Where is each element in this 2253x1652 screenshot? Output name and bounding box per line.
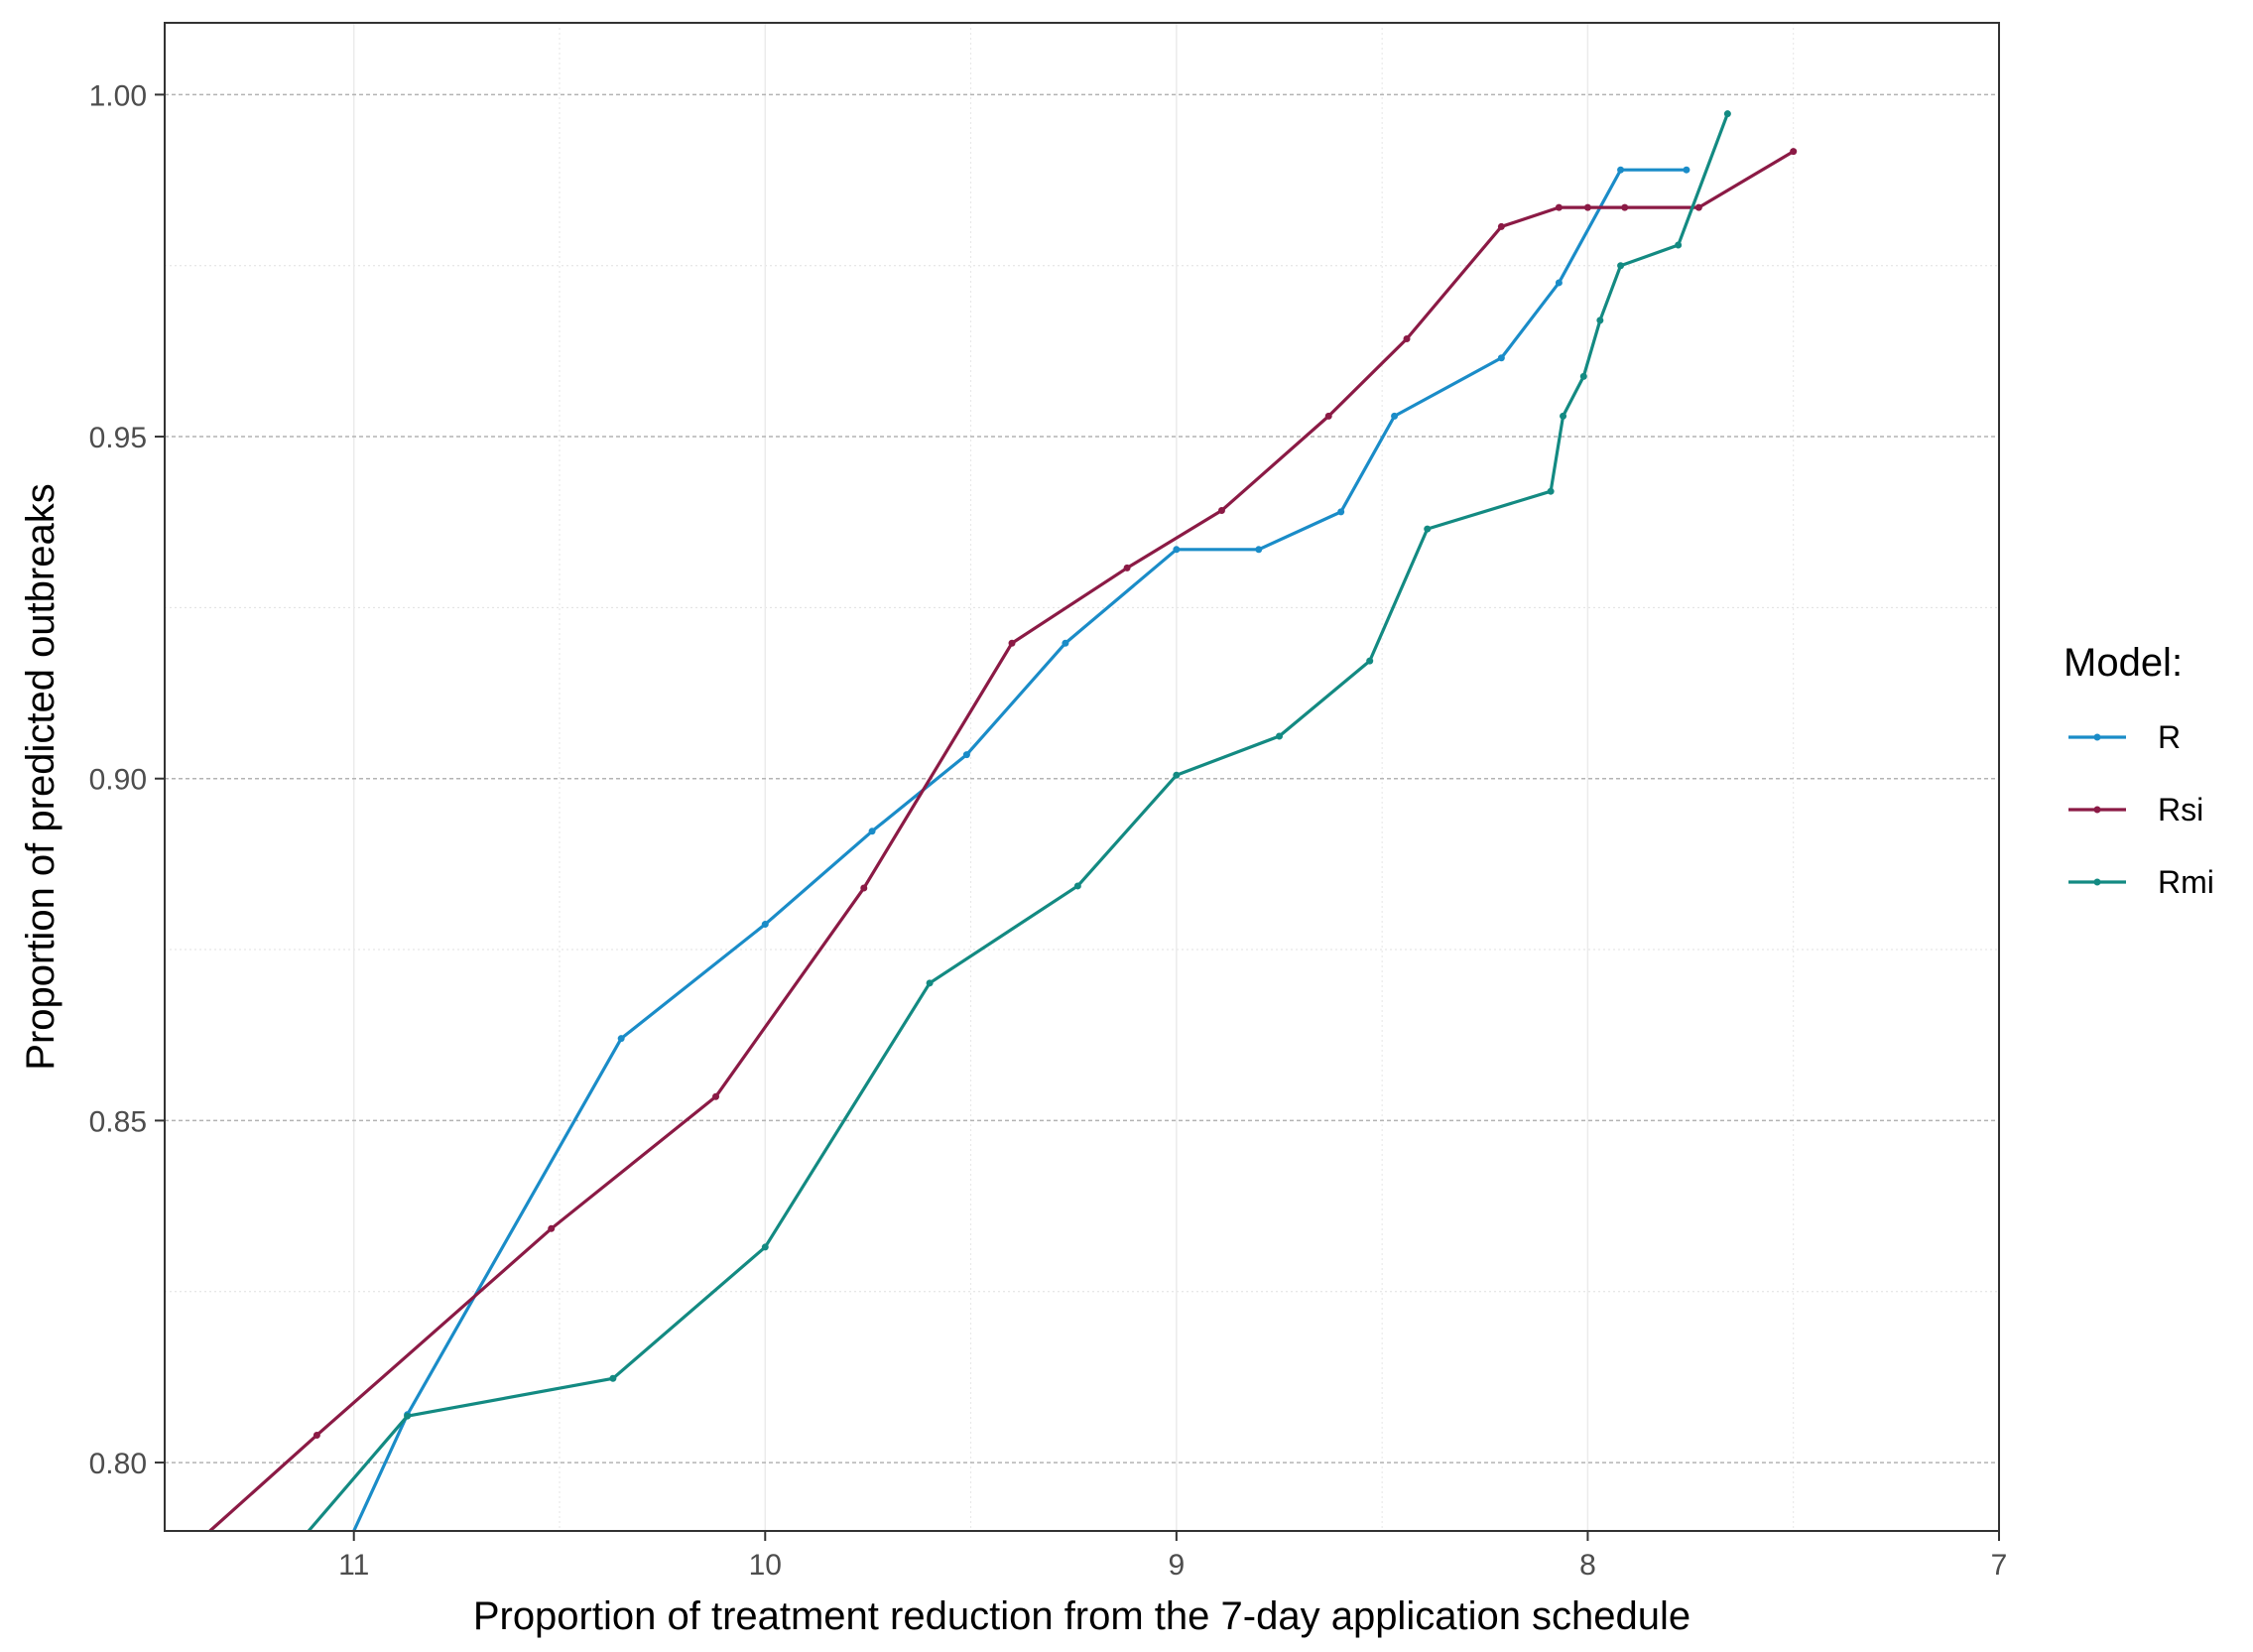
data-point bbox=[1579, 372, 1587, 380]
legend: Model: R Rsi Rmi bbox=[2064, 641, 2214, 900]
data-point bbox=[1617, 166, 1625, 174]
data-point bbox=[1275, 732, 1283, 740]
x-axis-tick-labels: 11 10 9 8 7 bbox=[338, 1549, 2007, 1582]
data-point bbox=[1617, 262, 1625, 270]
data-point bbox=[1403, 334, 1411, 342]
data-point bbox=[1497, 222, 1505, 230]
y-tick-label: 0.90 bbox=[89, 764, 147, 797]
data-point bbox=[712, 1092, 720, 1100]
series-r bbox=[352, 166, 1690, 1532]
data-point bbox=[1062, 639, 1069, 647]
data-point bbox=[1008, 639, 1016, 647]
legend-title: Model: bbox=[2064, 641, 2183, 685]
axis-ticks bbox=[155, 93, 2000, 1541]
x-tick-label: 9 bbox=[1169, 1549, 1186, 1582]
data-point bbox=[1675, 241, 1683, 249]
x-tick-label: 10 bbox=[749, 1549, 782, 1582]
data-point bbox=[1790, 148, 1798, 156]
data-point bbox=[860, 884, 868, 892]
grid-lines bbox=[165, 23, 2000, 1531]
data-point bbox=[1217, 507, 1225, 515]
y-tick-label: 0.95 bbox=[89, 422, 147, 454]
data-point bbox=[962, 751, 970, 759]
series-line-rsi bbox=[208, 150, 1795, 1533]
legend-label: Rsi bbox=[2158, 792, 2203, 827]
series-line-r bbox=[352, 168, 1687, 1532]
legend-label: Rmi bbox=[2158, 864, 2214, 900]
data-point bbox=[1123, 564, 1131, 572]
legend-label: R bbox=[2158, 719, 2181, 755]
data-point bbox=[926, 979, 934, 987]
y-tick-label: 1.00 bbox=[89, 79, 147, 112]
data-point bbox=[868, 827, 876, 835]
x-tick-label: 7 bbox=[1991, 1549, 2008, 1582]
data-point bbox=[1723, 110, 1731, 118]
data-point bbox=[761, 921, 769, 929]
data-point bbox=[1560, 412, 1567, 420]
data-point bbox=[1555, 279, 1563, 287]
series-lines bbox=[208, 110, 1798, 1533]
data-point bbox=[1424, 525, 1432, 533]
legend-item-rsi: Rsi bbox=[2068, 792, 2203, 827]
data-point bbox=[1255, 546, 1263, 554]
legend-item-r: R bbox=[2068, 719, 2181, 755]
y-tick-label: 0.80 bbox=[89, 1448, 147, 1480]
x-axis-title: Proportion of treatment reduction from t… bbox=[473, 1594, 1690, 1638]
series-line-rmi bbox=[307, 113, 1729, 1533]
x-tick-label: 8 bbox=[1579, 1549, 1596, 1582]
data-point bbox=[404, 1412, 412, 1420]
legend-key-point bbox=[2093, 806, 2101, 814]
y-axis-tick-labels: 0.80 0.85 0.90 0.95 1.00 bbox=[89, 79, 147, 1480]
data-point bbox=[1555, 203, 1563, 211]
series-rmi bbox=[307, 110, 1731, 1533]
data-point bbox=[1694, 203, 1702, 211]
data-point bbox=[1596, 317, 1604, 324]
series-rsi bbox=[208, 148, 1798, 1533]
data-point bbox=[1073, 882, 1081, 890]
data-point bbox=[1547, 487, 1555, 495]
data-point bbox=[609, 1374, 617, 1382]
x-tick-label: 11 bbox=[338, 1549, 369, 1582]
y-axis-title: Proportion of predicted outbreaks bbox=[19, 483, 63, 1070]
data-point bbox=[1366, 657, 1374, 665]
legend-key-point bbox=[2093, 878, 2101, 886]
data-point bbox=[761, 1243, 769, 1251]
legend-key-point bbox=[2093, 733, 2101, 741]
data-point bbox=[313, 1431, 320, 1439]
data-point bbox=[1621, 203, 1629, 211]
data-point bbox=[1173, 771, 1181, 779]
data-point bbox=[1497, 354, 1505, 362]
data-point bbox=[1173, 546, 1181, 554]
y-tick-label: 0.85 bbox=[89, 1105, 147, 1138]
data-point bbox=[1583, 203, 1591, 211]
data-point bbox=[1391, 412, 1399, 420]
legend-item-rmi: Rmi bbox=[2068, 864, 2214, 900]
data-point bbox=[1683, 166, 1690, 174]
data-point bbox=[1324, 412, 1332, 420]
legend-items: R Rsi Rmi bbox=[2068, 719, 2214, 900]
plot-panel-border bbox=[164, 22, 2000, 1532]
data-point bbox=[548, 1224, 556, 1232]
data-point bbox=[617, 1035, 625, 1043]
data-point bbox=[1337, 508, 1345, 516]
